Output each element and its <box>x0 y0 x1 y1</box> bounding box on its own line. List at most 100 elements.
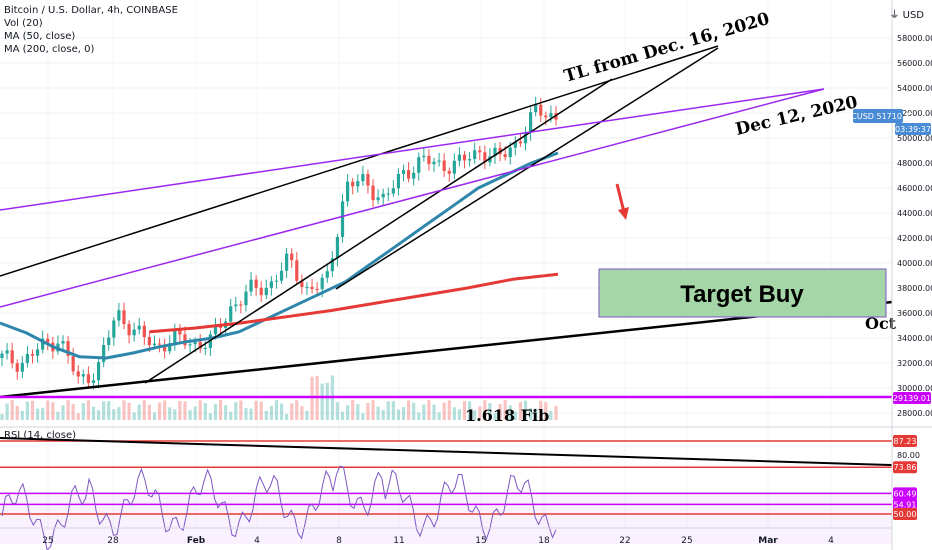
candle-body <box>351 181 355 187</box>
trendline-tl-dec16 <box>144 78 613 384</box>
candle-body <box>442 160 446 171</box>
volume-bar <box>91 406 96 420</box>
candle-body <box>417 157 421 173</box>
candle-body <box>203 348 207 350</box>
volume-bar <box>346 405 350 420</box>
volume-bar <box>513 411 517 420</box>
candle-body <box>5 350 9 354</box>
chart-legend: Bitcoin / U.S. Dollar, 4h, COINBASE Vol … <box>4 4 178 56</box>
trendline-dec12-upper <box>0 88 825 211</box>
countdown: 03:39:37 <box>895 125 931 134</box>
candle-body <box>386 193 390 195</box>
candle-body <box>117 310 121 321</box>
candle-body <box>518 141 523 144</box>
legend-ma200: MA (200, close, 0) <box>4 44 95 55</box>
candle-body <box>96 362 101 381</box>
target-buy-box <box>598 268 887 318</box>
moving-averages <box>0 151 559 360</box>
volume-bar <box>5 403 9 420</box>
y-tick-label: 52000.00 <box>897 109 932 118</box>
candle-body <box>213 325 218 335</box>
x-tick-label: 15 <box>475 536 486 546</box>
y-tick-label: 28000.00 <box>897 409 932 418</box>
chart-title: Bitcoin / U.S. Dollar, 4h, COINBASE <box>4 5 178 16</box>
candle-body <box>285 253 289 271</box>
candle-body <box>381 193 385 198</box>
volume-bar <box>269 405 273 420</box>
candle-body <box>376 197 380 201</box>
volume-bar <box>193 406 197 420</box>
rsi-badge: 54.91 <box>894 500 917 509</box>
candle-body <box>473 150 477 160</box>
candle-body <box>122 310 126 325</box>
candle-body <box>86 374 91 383</box>
candle-body <box>356 181 360 187</box>
candle-body <box>102 344 106 363</box>
currency-icon: ⏚ <box>889 10 900 21</box>
candle-body <box>127 324 131 336</box>
grid <box>0 0 892 528</box>
candle-body <box>163 344 167 352</box>
candle-body <box>523 132 528 144</box>
y-tick-label: 56000.00 <box>897 59 932 68</box>
fib-badge: 29139.01 <box>893 394 931 403</box>
candle-body <box>290 253 294 261</box>
y-tick-label: 42000.00 <box>897 234 932 243</box>
volume-bar <box>300 405 304 420</box>
candle-body <box>15 363 19 372</box>
candle-body <box>112 320 116 338</box>
rsi-badge: 87.23 <box>894 437 917 446</box>
y-tick-label: 36000.00 <box>897 309 932 318</box>
candle-body <box>325 271 329 278</box>
volume-bar <box>163 400 167 420</box>
candle-body <box>493 147 497 157</box>
volume-bar <box>305 410 309 420</box>
down-arrow-head <box>618 207 629 220</box>
volume-bar <box>498 404 502 420</box>
candle-body <box>71 355 75 372</box>
volume-bar <box>508 405 512 420</box>
legend-ma50: MA (50, close) <box>4 31 76 42</box>
x-tick-label: 22 <box>619 536 630 546</box>
candle-body <box>549 113 553 118</box>
candle-body <box>457 154 462 161</box>
volume-bar <box>51 402 55 420</box>
candle-body <box>366 174 370 186</box>
volume-bar <box>183 401 187 420</box>
candle-body <box>229 306 233 322</box>
candle-body <box>61 341 65 344</box>
volume-bar <box>96 410 101 420</box>
candle-body <box>0 353 4 358</box>
legend-volume: Vol (20) <box>4 18 43 29</box>
volume-bar <box>340 411 345 420</box>
volume-bar <box>147 404 151 420</box>
volume-bar <box>81 403 85 420</box>
x-tick-label: Feb <box>187 536 206 546</box>
volume-bar <box>279 403 284 420</box>
candle-body <box>10 350 14 364</box>
target-buy-label: Target Buy <box>680 281 804 308</box>
candle-body <box>335 236 340 259</box>
candle-body <box>305 286 309 288</box>
volume-bar <box>407 400 411 420</box>
y-tick-label: 38000.00 <box>897 284 932 293</box>
candle-body <box>168 343 172 352</box>
candles <box>0 96 558 390</box>
volume-bar <box>544 401 548 420</box>
rsi-badge-bg <box>893 508 917 520</box>
candle-body <box>371 185 375 201</box>
volume-bar <box>239 400 243 420</box>
volume-bar <box>391 401 395 420</box>
volume-bar <box>41 407 45 420</box>
y-tick-label: 48000.00 <box>897 159 932 168</box>
candle-body <box>310 286 314 290</box>
currency-label[interactable]: ⏚ USD <box>889 6 924 21</box>
candle-body <box>483 152 487 163</box>
candle-body <box>300 280 304 288</box>
volume-bar <box>234 402 238 420</box>
volume-bar <box>157 402 162 420</box>
volume-bar <box>61 405 65 420</box>
trendline-channel <box>335 47 719 290</box>
volume-bar <box>351 400 355 420</box>
